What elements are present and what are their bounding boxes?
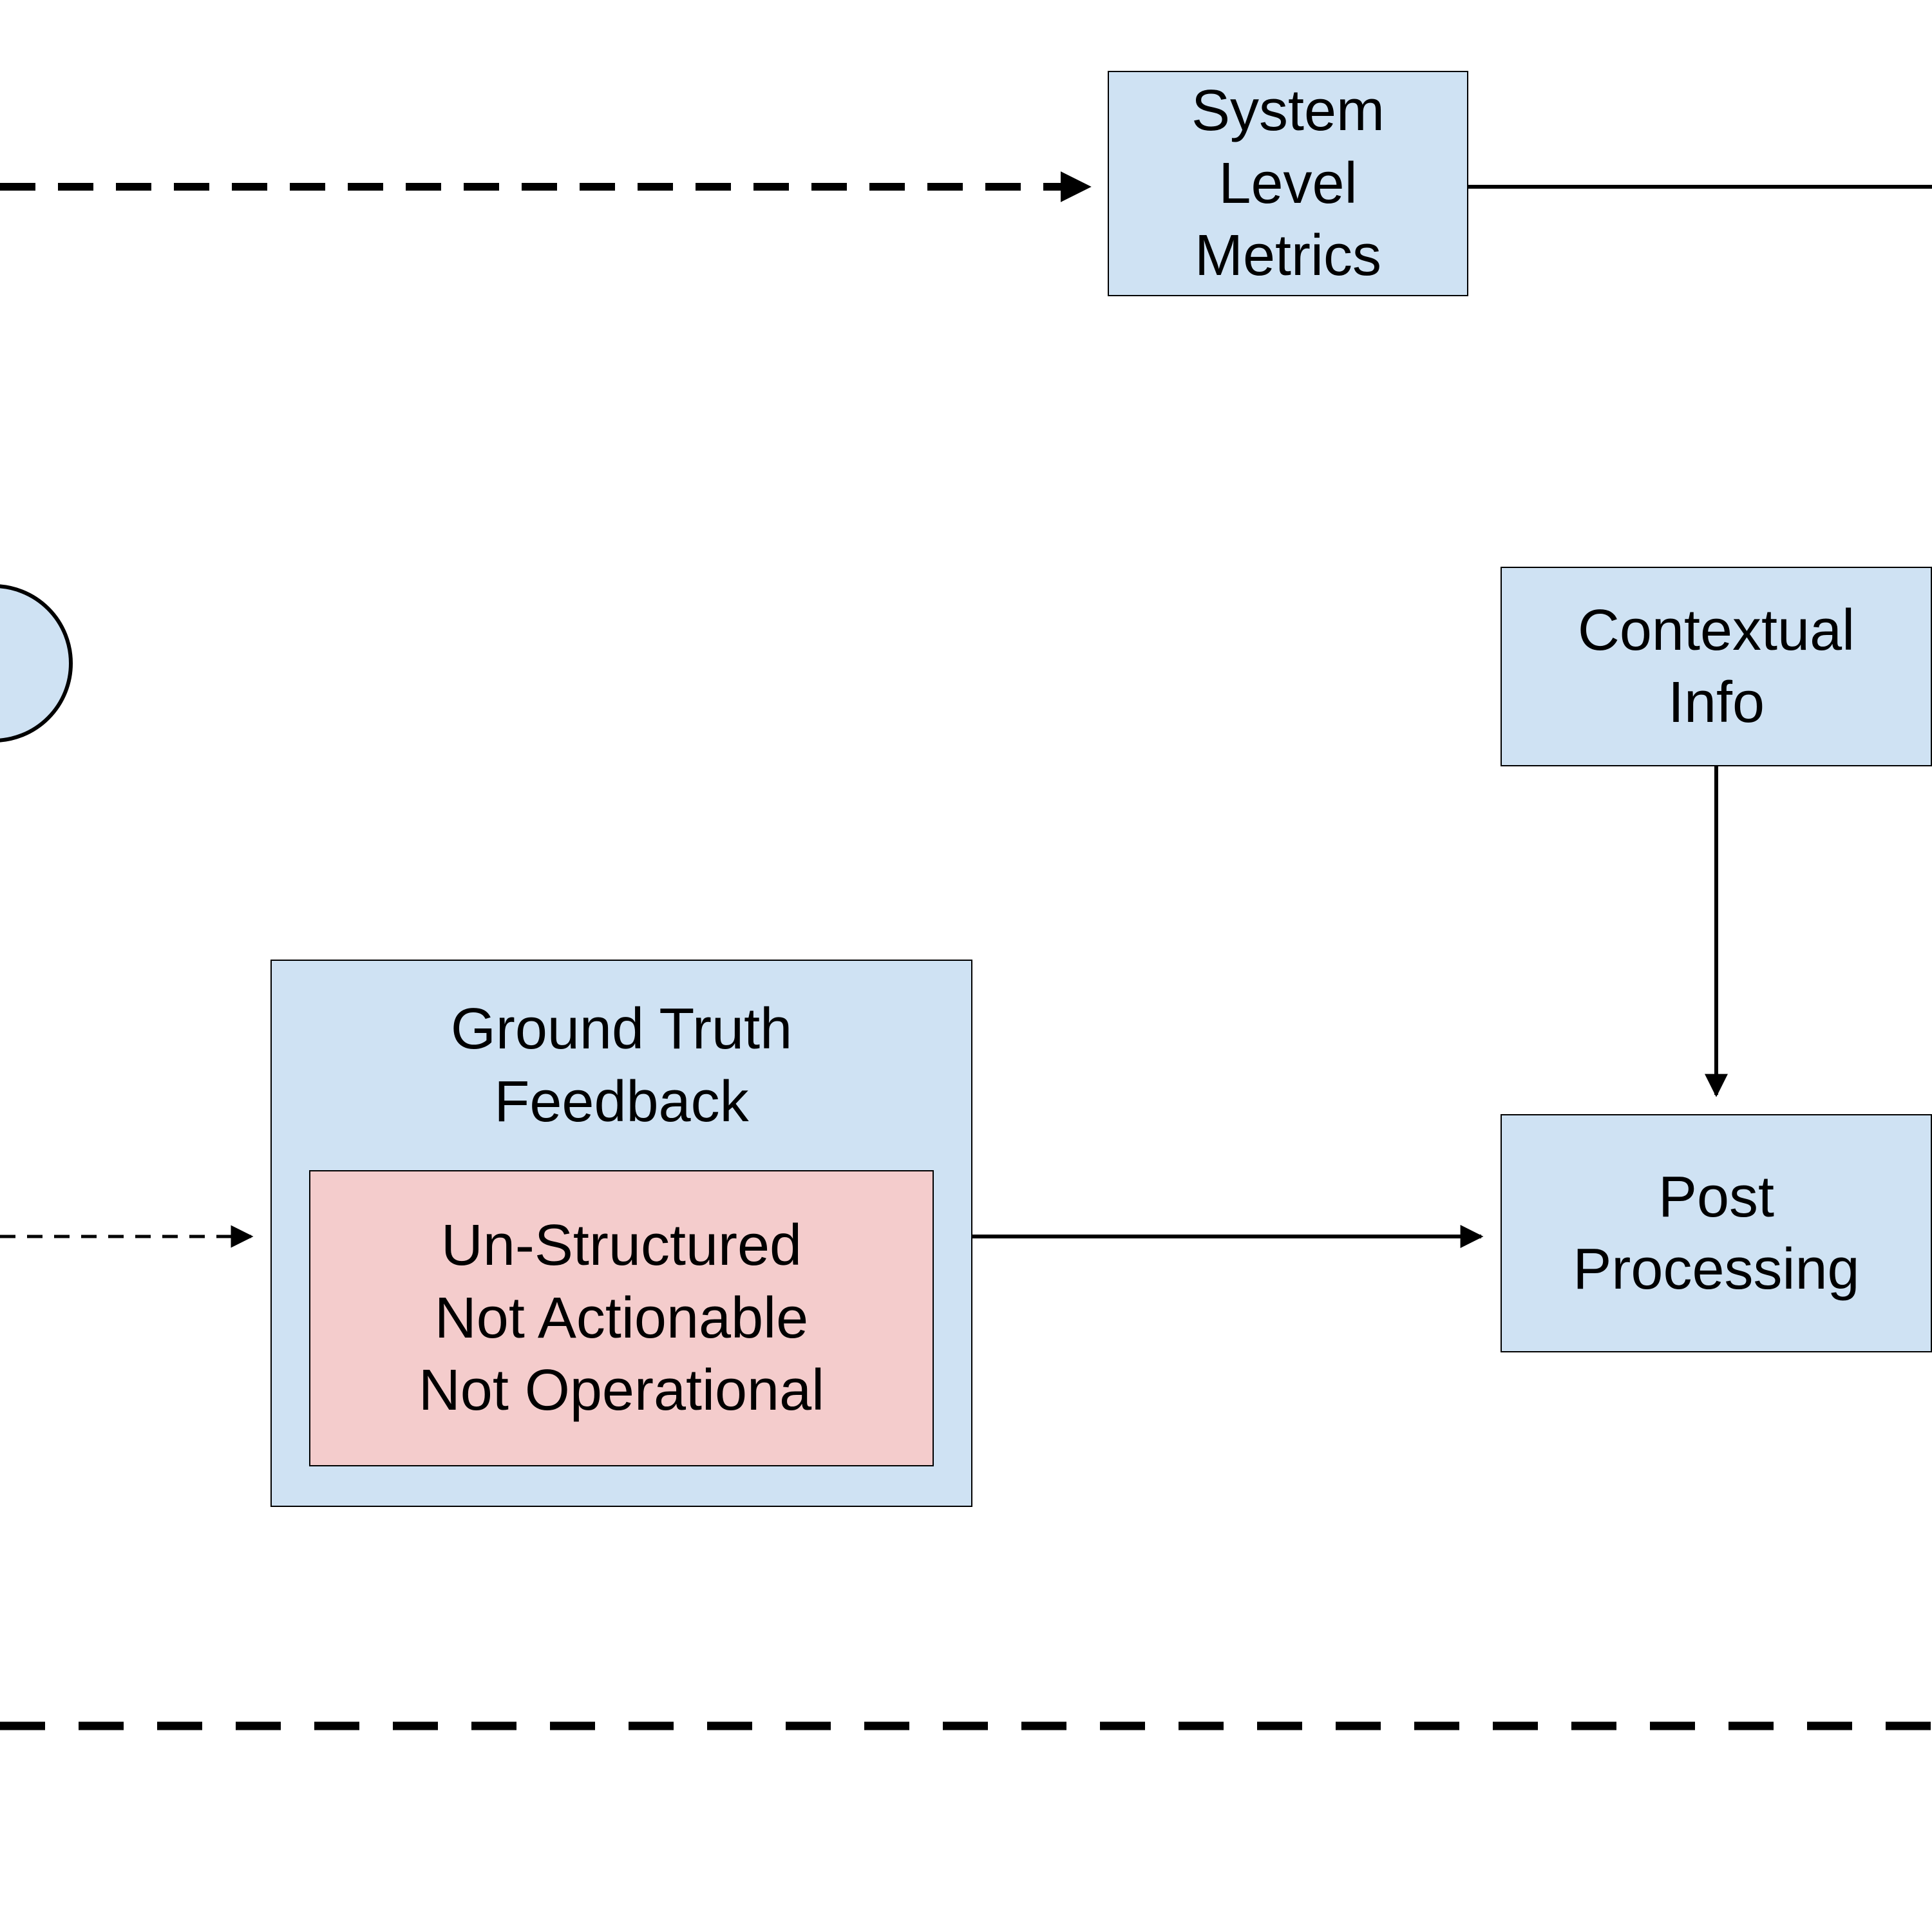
system-level-metrics-label: System Level Metrics <box>1191 75 1385 292</box>
system-level-metrics-box: System Level Metrics <box>1108 71 1468 296</box>
contextual-info-label: Contextual Info <box>1578 594 1855 739</box>
left-circle-arc <box>0 567 129 760</box>
contextual-info-box: Contextual Info <box>1501 567 1932 766</box>
ground-truth-feedback-title: Ground Truth Feedback <box>451 993 792 1138</box>
post-processing-box: Post Processing <box>1501 1114 1932 1352</box>
ground-truth-feedback-box: Ground Truth Feedback Un-Structured Not … <box>270 960 972 1507</box>
bottom-dashed-divider <box>0 1713 1932 1739</box>
ground-truth-inner-label: Un-Structured Not Actionable Not Operati… <box>419 1209 824 1427</box>
post-processing-label: Post Processing <box>1573 1161 1859 1306</box>
ground-truth-inner-box: Un-Structured Not Actionable Not Operati… <box>309 1170 934 1466</box>
